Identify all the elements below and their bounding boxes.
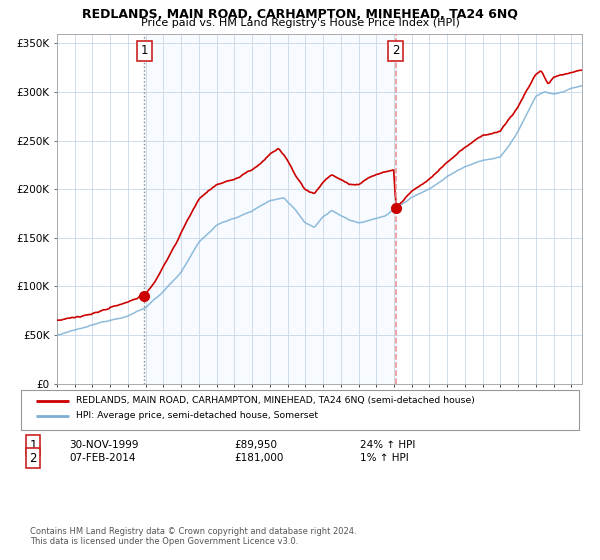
- Text: REDLANDS, MAIN ROAD, CARHAMPTON, MINEHEAD, TA24 6NQ (semi-detached house): REDLANDS, MAIN ROAD, CARHAMPTON, MINEHEA…: [76, 396, 475, 405]
- Text: £89,950: £89,950: [234, 440, 277, 450]
- Text: REDLANDS, MAIN ROAD, CARHAMPTON, MINEHEAD, TA24 6NQ: REDLANDS, MAIN ROAD, CARHAMPTON, MINEHEA…: [82, 8, 518, 21]
- Bar: [144, 34, 396, 384]
- Text: 07-FEB-2014: 07-FEB-2014: [69, 453, 136, 463]
- Text: 1: 1: [29, 438, 37, 452]
- Text: £181,000: £181,000: [234, 453, 283, 463]
- Text: 24% ↑ HPI: 24% ↑ HPI: [360, 440, 415, 450]
- Text: 1: 1: [140, 44, 148, 57]
- Text: This data is licensed under the Open Government Licence v3.0.: This data is licensed under the Open Gov…: [30, 537, 298, 546]
- Text: 1% ↑ HPI: 1% ↑ HPI: [360, 453, 409, 463]
- Text: HPI: Average price, semi-detached house, Somerset: HPI: Average price, semi-detached house,…: [76, 411, 318, 420]
- Text: 2: 2: [29, 451, 37, 465]
- Text: 2: 2: [392, 44, 400, 57]
- Text: Contains HM Land Registry data © Crown copyright and database right 2024.: Contains HM Land Registry data © Crown c…: [30, 528, 356, 536]
- Text: 30-NOV-1999: 30-NOV-1999: [69, 440, 139, 450]
- Text: Price paid vs. HM Land Registry's House Price Index (HPI): Price paid vs. HM Land Registry's House …: [140, 18, 460, 29]
